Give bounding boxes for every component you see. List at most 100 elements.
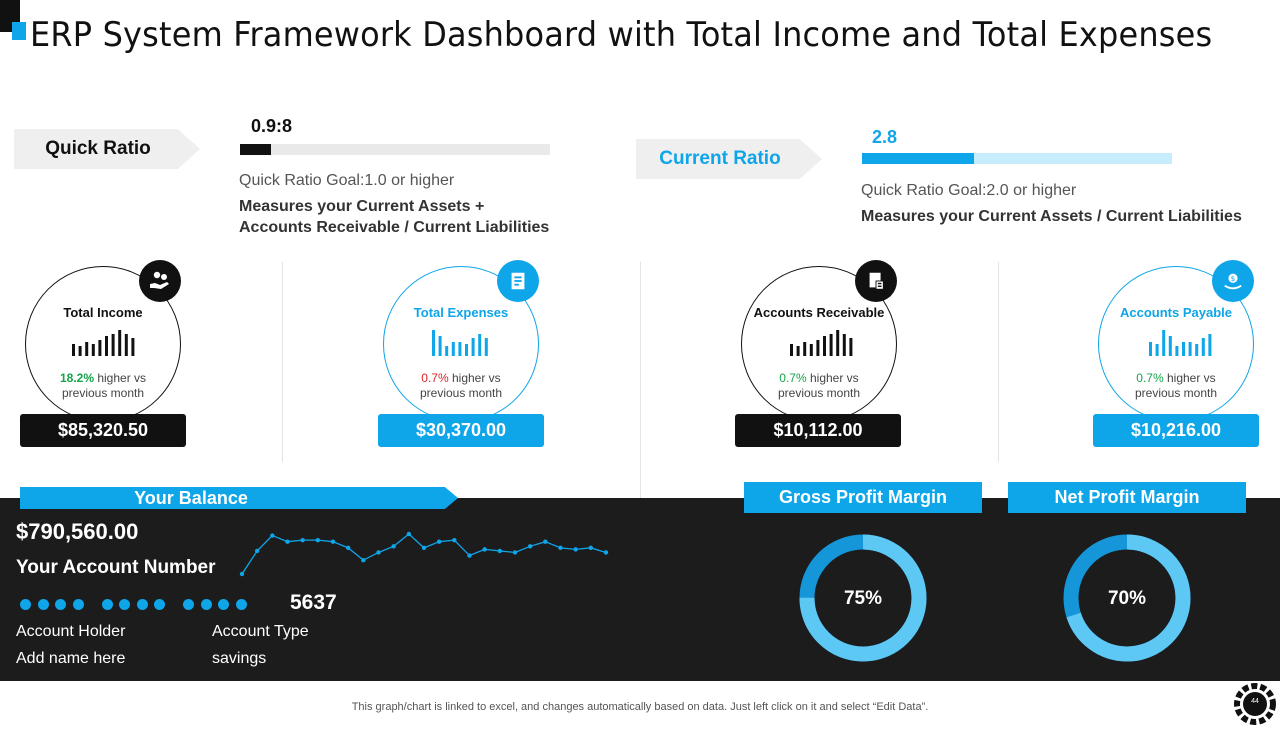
your-balance-label: Your Balance — [134, 487, 248, 508]
footer-note: This graph/chart is linked to excel, and… — [351, 701, 929, 713]
quick-ratio-progress-fill — [240, 144, 271, 155]
sparkline-point — [512, 550, 518, 555]
kpi-total-expenses-change-text: higher vs — [448, 371, 501, 385]
mini-bar — [131, 338, 135, 356]
account-last-digits: 5637 — [290, 591, 337, 614]
sparkline-line — [241, 533, 607, 575]
account-holder-value[interactable]: Add name here — [16, 650, 126, 667]
net-profit-margin-tag: Net Profit Margin — [1008, 482, 1246, 513]
sparkline-point — [421, 545, 427, 551]
kpi-total-income-label: Total Income — [63, 305, 143, 320]
sparkline-point — [345, 545, 351, 551]
page-number: 44 — [1251, 698, 1259, 705]
kpi-accounts-payable-change: 0.7% higher vs previous month — [1101, 371, 1251, 401]
kpi-accounts-receivable-value: $10,112.00 — [735, 414, 901, 447]
gross-profit-margin-label: Gross Profit Margin — [778, 487, 948, 507]
kpi-accounts-receivable-change-period: previous month — [777, 386, 861, 400]
mini-bar — [72, 344, 75, 356]
mini-bar — [91, 344, 95, 356]
mini-bar — [465, 344, 468, 356]
current-ratio-tag: Current Ratio — [636, 139, 822, 179]
kpi-divider — [640, 262, 641, 498]
page-title: ERP System Framework Dashboard with Tota… — [30, 15, 1213, 55]
sparkline-point — [254, 548, 260, 554]
kpi-accounts-receivable-change-value: 0.7% — [779, 371, 807, 385]
mini-bar — [1168, 336, 1172, 356]
invoice-icon — [497, 260, 539, 302]
mini-bar — [445, 346, 449, 356]
sparkline-point — [603, 550, 609, 555]
gross-profit-margin-tag: Gross Profit Margin — [744, 482, 982, 513]
net-profit-margin-value: 70% — [1107, 588, 1147, 609]
kpi-total-expenses-change-period: previous month — [419, 386, 503, 400]
current-ratio-label: Current Ratio — [659, 148, 781, 169]
sparkline-point — [452, 537, 457, 543]
sparkline-point — [315, 537, 321, 543]
mini-bar — [432, 330, 435, 356]
kpi-accounts-payable-label: Accounts Payable — [1120, 305, 1232, 320]
quick-ratio-measure: Measures your Current Assets + Accounts … — [239, 196, 549, 238]
mini-bar — [451, 342, 455, 356]
quick-ratio-tag: Quick Ratio — [14, 129, 200, 169]
kpi-total-income-change: 18.2% higher vs previous month — [28, 371, 178, 401]
mini-bar — [849, 338, 853, 356]
gross-profit-margin-value: 75% — [843, 588, 883, 609]
sparkline-point — [361, 557, 366, 563]
kpi-accounts-payable-change-text: higher vs — [1163, 371, 1216, 385]
mini-bar — [809, 344, 813, 356]
kpi-accounts-receivable-change: 0.7% higher vs previous month — [744, 371, 894, 401]
sparkline-point — [406, 531, 412, 537]
mini-bar — [803, 342, 807, 356]
sparkline-point — [467, 553, 472, 558]
sparkline-point — [482, 547, 487, 552]
mini-bar — [1155, 344, 1159, 356]
hand-coins-icon — [139, 260, 181, 302]
mini-bar — [438, 336, 442, 356]
kpi-total-expenses-change: 0.7% higher vs previous month — [386, 371, 536, 401]
gross-profit-margin-donut — [799, 534, 927, 662]
mini-bar — [111, 334, 115, 356]
kpi-total-income-change-value: 18.2% — [59, 371, 94, 385]
mini-bar — [458, 342, 462, 356]
mini-bar — [478, 334, 482, 356]
your-balance-tag: Your Balance — [20, 487, 458, 509]
kpi-total-expenses-change-value: 0.7% — [421, 371, 449, 385]
mini-bar — [829, 334, 833, 356]
current-ratio-progress-track — [862, 153, 1172, 164]
masked-account-digits — [20, 597, 253, 615]
mini-bar — [816, 340, 820, 356]
quick-ratio-measure-line2: Accounts Receivable / Current Liabilitie… — [239, 219, 550, 236]
current-ratio-progress-fill — [862, 153, 974, 164]
mini-bar — [796, 346, 800, 356]
kpi-accounts-payable-value: $10,216.00 — [1093, 414, 1259, 447]
mini-bar — [790, 344, 793, 356]
kpi-divider — [998, 262, 999, 462]
quick-ratio-measure-line1: Measures your Current Assets + — [239, 198, 485, 215]
hand-dollar-icon: $ — [1212, 260, 1254, 302]
sparkline-point — [527, 544, 533, 549]
current-ratio-value: 2.8 — [872, 127, 898, 147]
mini-bar — [105, 336, 108, 356]
mini-bar — [1162, 330, 1166, 356]
mini-bar — [823, 336, 826, 356]
kpi-accounts-receivable-change-text: higher vs — [806, 371, 859, 385]
kpi-accounts-receivable-bars — [790, 330, 853, 356]
title-accent-blue — [12, 22, 26, 40]
sparkline-point — [497, 548, 503, 554]
balance-sparkline — [239, 531, 609, 577]
mini-bar — [842, 334, 846, 356]
mini-bar — [836, 330, 840, 356]
mini-bar — [1182, 342, 1185, 356]
sparkline-point — [543, 539, 548, 544]
mini-bar — [98, 340, 102, 356]
net-profit-margin-label: Net Profit Margin — [1054, 487, 1200, 507]
kpi-total-expenses-label: Total Expenses — [413, 305, 509, 320]
kpi-accounts-payable-bars — [1149, 330, 1212, 356]
mini-bar — [1188, 342, 1192, 356]
kpi-total-income-change-text: higher vs — [94, 371, 147, 385]
quick-ratio-progress-track — [240, 144, 550, 155]
sparkline-point — [239, 571, 245, 577]
mini-bar — [484, 338, 488, 356]
sparkline-point — [330, 539, 336, 544]
sparkline-point — [285, 539, 290, 544]
